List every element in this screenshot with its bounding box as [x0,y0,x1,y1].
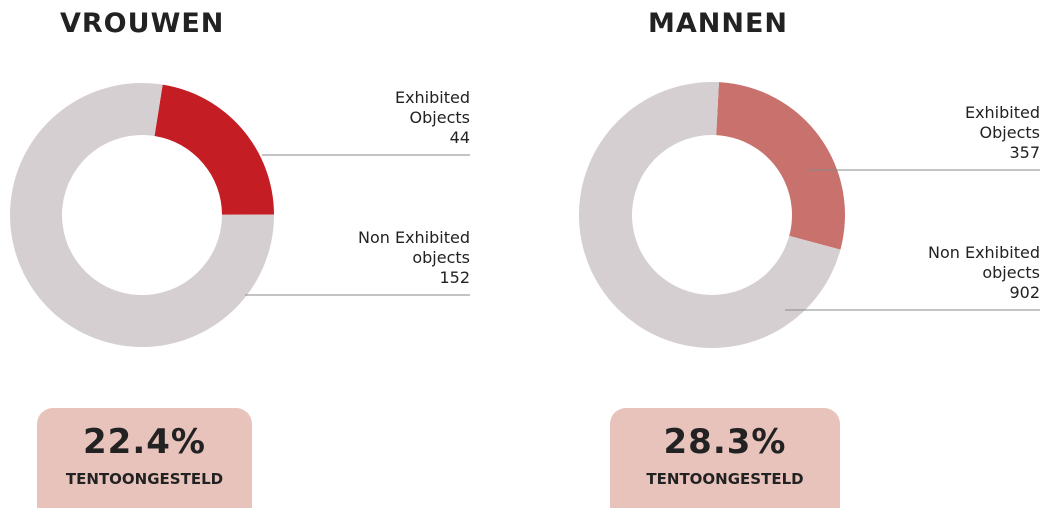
slice-label: Exhibited Objects 357 [965,103,1040,163]
stat-value: 22.4% [83,422,206,462]
stat-box: 22.4% TENTOONGESTELD [37,408,252,508]
category-label: Non Exhibited objects [357,228,470,267]
value-label: 44 [449,128,470,147]
stat-box: 28.3% TENTOONGESTELD [610,408,840,508]
donut-slice [10,82,275,348]
slice-label: Exhibited Objects 44 [395,88,470,148]
value-label: 902 [1009,283,1040,302]
category-label: Exhibited Objects [394,88,470,127]
stat-caption: TENTOONGESTELD [646,470,804,488]
stat-value: 28.3% [663,422,787,462]
chart-title: VROUWEN [60,8,225,39]
value-label: 152 [439,268,470,287]
donut-slice [716,82,845,250]
category-label: Non Exhibited objects [927,243,1040,282]
donut-slice [154,84,274,215]
category-label: Exhibited Objects [964,103,1040,142]
slice-label: Non Exhibited objects 152 [358,228,470,288]
slice-label: Non Exhibited objects 902 [928,243,1040,303]
value-label: 357 [1009,143,1040,162]
stat-caption: TENTOONGESTELD [65,470,224,488]
donut-slice [579,82,841,349]
chart-title: MANNEN [648,8,788,39]
